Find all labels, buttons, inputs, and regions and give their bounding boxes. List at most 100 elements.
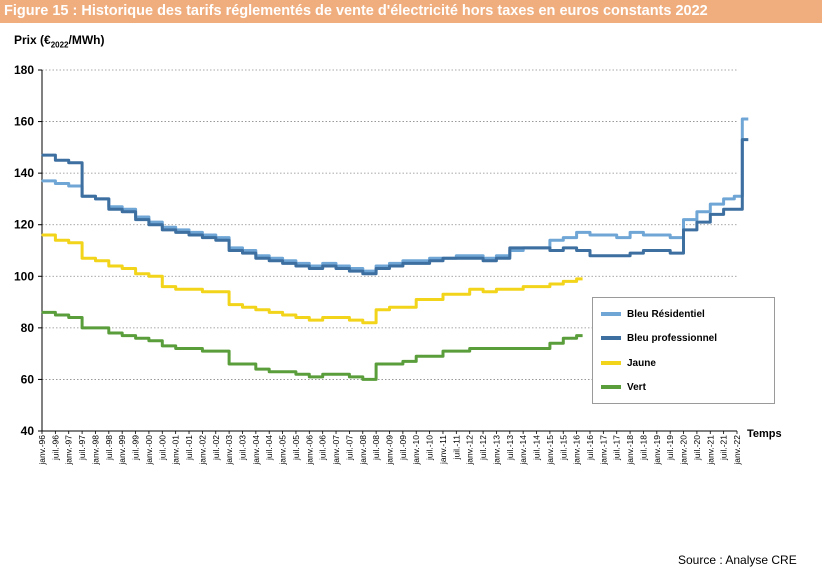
series-1-point bbox=[629, 252, 631, 254]
series-1-point bbox=[348, 270, 351, 272]
x-tick-label: juil.-11 bbox=[451, 435, 461, 461]
x-tick-label: janv.-22 bbox=[732, 435, 742, 466]
x-tick-label: janv.-09 bbox=[385, 435, 395, 466]
series-0-point bbox=[402, 260, 404, 262]
x-tick-label: janv.-03 bbox=[224, 435, 234, 466]
x-tick-label: juil.-99 bbox=[131, 435, 141, 461]
series-3-point bbox=[455, 350, 458, 352]
x-tick-label: janv.-13 bbox=[491, 435, 501, 466]
series-3-point bbox=[562, 337, 565, 339]
series-0-point bbox=[656, 234, 658, 236]
series-0-point bbox=[642, 234, 645, 236]
series-1-point bbox=[121, 211, 123, 213]
series-2-point bbox=[402, 306, 404, 309]
series-1-point bbox=[615, 254, 618, 257]
series-2-point bbox=[348, 319, 351, 321]
series-1-point bbox=[575, 249, 578, 252]
series-1-point bbox=[41, 154, 43, 156]
x-tick-label: juil.-04 bbox=[264, 435, 274, 461]
series-3-point bbox=[388, 363, 391, 365]
x-tick-label: juil.-02 bbox=[211, 435, 221, 461]
series-1-point bbox=[442, 257, 444, 260]
series-3-point bbox=[188, 347, 190, 350]
x-tick-label: juil.-10 bbox=[425, 435, 435, 461]
x-tick-label: juil.-00 bbox=[157, 435, 167, 461]
legend-swatch-bleu-residentiel bbox=[601, 312, 621, 316]
series-2-point bbox=[482, 290, 484, 293]
series-1-point bbox=[656, 249, 658, 252]
series-1-point bbox=[508, 247, 511, 249]
series-1-point bbox=[308, 267, 311, 270]
series-3-point bbox=[402, 360, 404, 363]
series-1-point bbox=[468, 257, 471, 260]
x-tick-label: juil.-05 bbox=[291, 435, 301, 461]
series-2-point bbox=[41, 234, 43, 236]
series-1-point bbox=[522, 247, 524, 249]
series-3-point bbox=[308, 376, 311, 378]
legend-item-bleu-residentiel: Bleu Résidentiel bbox=[601, 306, 705, 322]
x-tick-label: juil.-13 bbox=[505, 435, 515, 461]
x-tick-label: juil.-20 bbox=[692, 435, 702, 461]
x-tick-label: juil.-16 bbox=[585, 435, 595, 461]
series-2-point bbox=[148, 275, 150, 278]
figure-header: Figure 15 : Historique des tarifs réglem… bbox=[0, 0, 822, 23]
series-2-point bbox=[495, 288, 498, 290]
series-1-point bbox=[161, 229, 164, 231]
series-1-point bbox=[321, 265, 324, 267]
series-3-point bbox=[335, 373, 337, 376]
x-tick-label: janv.-98 bbox=[90, 435, 100, 466]
series-1-point bbox=[682, 229, 685, 231]
series-1-point bbox=[214, 239, 217, 241]
series-3-point bbox=[295, 373, 297, 376]
series-3-point bbox=[268, 370, 271, 373]
legend-label-vert: Vert bbox=[627, 381, 646, 393]
series-2-point bbox=[468, 288, 471, 290]
x-tick-label: janv.-21 bbox=[705, 435, 715, 466]
x-tick-label: juil.-17 bbox=[612, 435, 622, 461]
legend-item-vert: Vert bbox=[601, 379, 646, 395]
series-2-point bbox=[134, 272, 137, 275]
series-1-point bbox=[562, 247, 565, 249]
y-axis-label: Prix (€2022/MWh) bbox=[14, 33, 104, 49]
series-2-point bbox=[321, 316, 324, 319]
series-3-point bbox=[174, 347, 177, 350]
series-2-point bbox=[388, 306, 391, 309]
x-tick-label: janv.-20 bbox=[679, 435, 689, 466]
series-0-point bbox=[468, 254, 471, 257]
series-1-point bbox=[255, 257, 257, 260]
legend-label-bleu-professionnel: Bleu professionnel bbox=[627, 332, 718, 344]
series-3-point bbox=[161, 345, 164, 347]
series-1-point bbox=[268, 260, 271, 262]
series-1-point bbox=[94, 198, 97, 200]
x-tick-label: juil.-97 bbox=[77, 435, 87, 461]
series-1-point bbox=[81, 195, 83, 198]
series-line-2 bbox=[42, 233, 583, 325]
series-1-point bbox=[335, 267, 337, 270]
series-2-point bbox=[308, 319, 311, 321]
series-0-point bbox=[615, 236, 618, 239]
source-note: Source : Analyse CRE bbox=[678, 553, 797, 567]
x-tick-label: juil.-96 bbox=[50, 435, 60, 461]
x-tick-label: juil.-01 bbox=[184, 435, 194, 461]
y-tick-label: 160 bbox=[14, 115, 34, 129]
legend-item-bleu-professionnel: Bleu professionnel bbox=[601, 330, 717, 346]
series-1-point bbox=[733, 208, 736, 211]
series-1-point bbox=[642, 249, 645, 252]
series-3-point bbox=[321, 373, 324, 376]
series-3-point bbox=[108, 332, 110, 334]
series-2-point bbox=[522, 285, 524, 288]
series-0-point bbox=[575, 231, 578, 234]
series-1-point bbox=[696, 221, 698, 223]
series-0-point bbox=[696, 211, 698, 213]
y-tick-label: 140 bbox=[14, 166, 34, 180]
x-tick-label: janv.-12 bbox=[465, 435, 475, 466]
series-3-point bbox=[67, 316, 70, 319]
series-3-point bbox=[214, 350, 217, 352]
series-line-1 bbox=[42, 138, 749, 276]
series-0-point bbox=[722, 198, 725, 200]
series-1-point bbox=[428, 260, 431, 262]
series-1-point bbox=[549, 249, 551, 252]
series-3-point bbox=[255, 368, 257, 370]
series-1-point bbox=[495, 257, 498, 260]
y-tick-label: 60 bbox=[21, 372, 35, 386]
